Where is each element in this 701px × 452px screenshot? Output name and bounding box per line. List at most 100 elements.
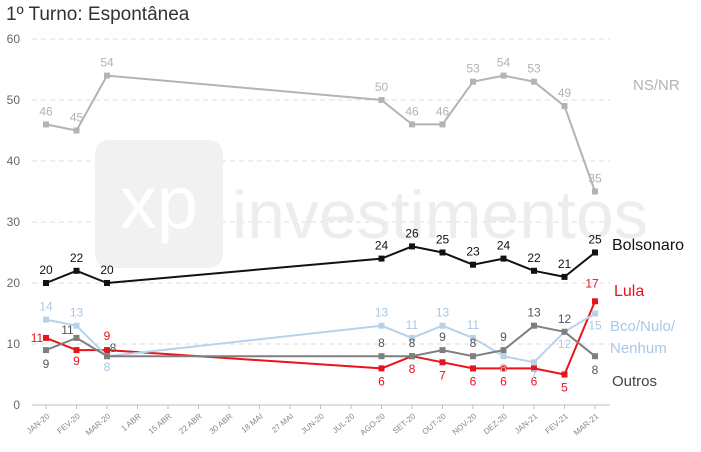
data-label-outros: 8 bbox=[409, 336, 416, 350]
data-label-ns-nr: 53 bbox=[527, 62, 541, 76]
data-point-lula bbox=[531, 365, 537, 372]
data-point-bco-nulo-nenhum bbox=[409, 334, 415, 341]
data-label-bco-nulo-nenhum: 13 bbox=[375, 306, 389, 320]
xp-logo-text: xp bbox=[120, 161, 198, 244]
data-point-bolsonaro bbox=[409, 243, 415, 250]
series-labels: NS/NR Bolsonaro Lula Bco/Nulo/ Nenhum Ou… bbox=[610, 77, 684, 390]
y-tick-label: 60 bbox=[7, 32, 21, 46]
series-label-bco-line1: Bco/Nulo/ bbox=[610, 318, 676, 335]
data-label-ns-nr: 49 bbox=[558, 86, 572, 100]
data-point-ns-nr bbox=[592, 188, 598, 195]
data-point-lula bbox=[470, 365, 476, 372]
data-label-outros: 11 bbox=[61, 323, 74, 337]
data-label-bolsonaro: 22 bbox=[70, 251, 84, 265]
data-label-lula: 9 bbox=[104, 329, 111, 343]
data-point-outros bbox=[104, 353, 110, 360]
data-label-lula: 8 bbox=[409, 362, 416, 376]
data-point-lula bbox=[378, 365, 385, 372]
data-point-bolsonaro bbox=[73, 267, 80, 274]
data-point-outros bbox=[439, 347, 446, 354]
data-point-outros bbox=[470, 353, 476, 360]
data-point-bco-nulo-nenhum bbox=[43, 316, 49, 323]
x-tick-label: 27 MAI bbox=[270, 412, 295, 435]
data-point-outros bbox=[43, 347, 49, 354]
data-label-outros: 8 bbox=[470, 336, 477, 350]
y-tick-label: 50 bbox=[7, 93, 21, 107]
data-label-bco-nulo-nenhum: 15 bbox=[588, 319, 602, 333]
data-label-lula: 6 bbox=[531, 374, 538, 388]
data-label-bco-nulo-nenhum: 11 bbox=[467, 318, 480, 332]
data-point-ns-nr bbox=[531, 78, 537, 85]
data-label-bolsonaro: 23 bbox=[466, 245, 480, 259]
data-label-lula: 7 bbox=[439, 368, 446, 382]
data-label-lula: 6 bbox=[470, 374, 477, 388]
data-label-bco-nulo-nenhum: 13 bbox=[436, 306, 450, 320]
x-tick-label: 18 MAI bbox=[240, 412, 265, 435]
data-label-bco-nulo-nenhum: 7 bbox=[531, 367, 538, 381]
x-tick-label: MAR-20 bbox=[84, 411, 113, 437]
chart-title: 1º Turno: Espontânea bbox=[6, 4, 190, 25]
data-label-bolsonaro: 25 bbox=[588, 233, 602, 247]
data-label-lula: 11 bbox=[31, 331, 44, 345]
data-label-outros: 8 bbox=[592, 363, 599, 377]
series-label-outros: Outros bbox=[612, 373, 657, 390]
data-label-bolsonaro: 22 bbox=[527, 251, 541, 265]
data-label-bolsonaro: 20 bbox=[39, 263, 53, 277]
xp-investimentos-watermark: xp investimentos bbox=[95, 140, 648, 268]
data-label-ns-nr: 53 bbox=[466, 62, 480, 76]
data-label-ns-nr: 54 bbox=[497, 56, 511, 70]
series-label-nsnr: NS/NR bbox=[633, 77, 680, 94]
data-label-outros: 8 bbox=[110, 341, 117, 355]
data-point-bco-nulo-nenhum bbox=[439, 322, 446, 329]
data-point-ns-nr bbox=[409, 121, 415, 128]
x-tick-label: AGO-20 bbox=[359, 411, 388, 437]
data-point-outros bbox=[531, 322, 537, 329]
data-label-lula: 17 bbox=[585, 276, 599, 290]
data-label-bco-nulo-nenhum: 8 bbox=[500, 361, 507, 375]
data-point-outros bbox=[561, 328, 568, 335]
data-label-ns-nr: 46 bbox=[39, 104, 53, 118]
x-tick-label: OUT-20 bbox=[421, 411, 449, 436]
data-point-ns-nr bbox=[500, 72, 507, 79]
y-tick-label: 0 bbox=[13, 398, 20, 412]
x-tick-label: JAN-20 bbox=[25, 411, 52, 435]
data-point-bco-nulo-nenhum bbox=[73, 322, 80, 329]
data-point-lula bbox=[561, 371, 568, 378]
data-label-lula: 9 bbox=[73, 354, 80, 368]
y-tick-label: 10 bbox=[7, 337, 21, 351]
data-point-outros bbox=[409, 353, 415, 360]
data-label-bco-nulo-nenhum: 12 bbox=[558, 337, 572, 351]
x-tick-label: 1 ABR bbox=[120, 411, 143, 433]
x-tick-label: JUL-20 bbox=[331, 411, 357, 435]
data-label-ns-nr: 54 bbox=[100, 56, 114, 70]
x-tick-label: 30 ABR bbox=[208, 412, 235, 436]
data-point-ns-nr bbox=[561, 103, 568, 110]
y-tick-label: 40 bbox=[7, 154, 21, 168]
series-label-bolsonaro: Bolsonaro bbox=[612, 237, 684, 254]
y-axis: 0 10 20 30 40 50 60 bbox=[7, 32, 21, 412]
series-line-bco-nulo-nenhum bbox=[45, 312, 596, 364]
data-point-bolsonaro bbox=[531, 267, 537, 274]
watermark-text: investimentos bbox=[232, 177, 648, 253]
data-point-outros bbox=[592, 353, 598, 360]
data-label-bolsonaro: 21 bbox=[558, 257, 572, 271]
data-label-bolsonaro: 24 bbox=[375, 239, 389, 253]
data-label-bco-nulo-nenhum: 8 bbox=[104, 360, 111, 374]
data-point-ns-nr bbox=[104, 72, 110, 79]
data-point-outros bbox=[73, 334, 80, 341]
data-label-ns-nr: 45 bbox=[70, 111, 84, 125]
data-label-outros: 9 bbox=[439, 330, 446, 344]
series-group bbox=[43, 72, 598, 378]
x-tick-label: JAN-21 bbox=[513, 411, 540, 435]
data-point-bolsonaro bbox=[104, 280, 110, 286]
data-label-ns-nr: 35 bbox=[588, 172, 602, 186]
data-point-bolsonaro bbox=[592, 249, 598, 256]
data-label-bco-nulo-nenhum: 11 bbox=[406, 318, 419, 332]
data-point-lula bbox=[104, 347, 110, 354]
data-label-bolsonaro: 26 bbox=[405, 226, 419, 240]
data-point-ns-nr bbox=[378, 97, 385, 103]
data-label-outros: 12 bbox=[558, 312, 572, 326]
x-tick-label: FEV-21 bbox=[544, 411, 571, 435]
data-point-bolsonaro bbox=[378, 255, 385, 262]
